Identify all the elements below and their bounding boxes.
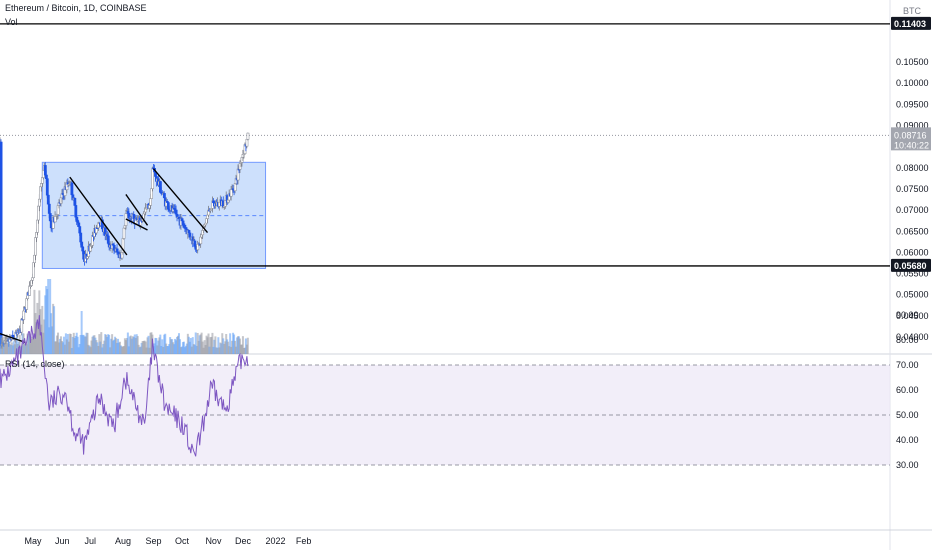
volume-bar bbox=[178, 339, 181, 354]
rsi-tick-label: 70.00 bbox=[896, 360, 919, 370]
candle-body[interactable] bbox=[229, 189, 233, 197]
price-tick-label: 0.10000 bbox=[896, 78, 929, 88]
support-tag-bg bbox=[891, 258, 931, 272]
volume-bar bbox=[161, 339, 164, 354]
volume-bar bbox=[41, 305, 44, 354]
price-tick-label: 0.06000 bbox=[896, 247, 929, 257]
price-tick-label: 0.04000 bbox=[896, 332, 929, 342]
resistance-tag: 0.11403 bbox=[894, 19, 926, 29]
volume-bar bbox=[211, 332, 214, 354]
volume-bar bbox=[159, 334, 162, 354]
time-tick-label: May bbox=[24, 536, 42, 546]
rsi-tick-label: 80.00 bbox=[896, 335, 919, 345]
candle-body[interactable] bbox=[0, 141, 3, 346]
rsi-line[interactable] bbox=[0, 315, 249, 457]
time-tick-label: Jun bbox=[55, 536, 70, 546]
time-tick-label: Sep bbox=[145, 536, 161, 546]
rsi-label[interactable]: RSI (14, close) bbox=[5, 359, 65, 369]
last-price-tag: 0.08716 bbox=[894, 130, 927, 140]
volume-bar bbox=[108, 334, 111, 354]
candle-body[interactable] bbox=[74, 205, 78, 218]
volume-bar bbox=[100, 332, 103, 354]
countdown-label: 10:40:22 bbox=[894, 140, 929, 150]
volume-bar bbox=[147, 335, 150, 354]
price-tick-label: 0.07500 bbox=[896, 184, 929, 194]
candle-body[interactable] bbox=[45, 178, 49, 196]
volume-bar bbox=[217, 337, 220, 354]
volume-bar bbox=[246, 337, 249, 354]
candle-body[interactable] bbox=[193, 240, 197, 247]
trendline-4[interactable] bbox=[152, 168, 209, 233]
last-price-tag-bg bbox=[891, 127, 931, 151]
time-tick-label: Aug bbox=[115, 536, 131, 546]
rsi-tick-label: 30.00 bbox=[896, 460, 919, 470]
time-tick-label: 2022 bbox=[265, 536, 285, 546]
price-tick-label: 0.05500 bbox=[896, 269, 929, 279]
volume-bar bbox=[214, 336, 217, 354]
time-tick-label: Jul bbox=[84, 536, 96, 546]
volume-bar bbox=[194, 332, 197, 354]
time-tick-label: Nov bbox=[205, 536, 222, 546]
volume-label: Vol bbox=[5, 17, 18, 27]
volume-bar bbox=[53, 306, 56, 354]
trendline-3[interactable] bbox=[125, 218, 148, 231]
volume-bar bbox=[69, 333, 72, 354]
candle-body[interactable] bbox=[53, 216, 57, 223]
rsi-tick-label: 50.00 bbox=[896, 410, 919, 420]
volume-bar bbox=[189, 338, 192, 354]
price-tick-label: 0.09500 bbox=[896, 99, 929, 109]
trendline-5[interactable] bbox=[0, 332, 26, 344]
price-tick-label: 0.09000 bbox=[896, 121, 929, 131]
volume-bar bbox=[207, 333, 210, 354]
volume-bar bbox=[229, 333, 232, 354]
volume-bar bbox=[126, 332, 129, 354]
candle-body[interactable] bbox=[22, 310, 26, 320]
price-tick-label: 0.08000 bbox=[896, 163, 929, 173]
rsi-tick-label: 90.00 bbox=[896, 310, 919, 320]
rsi-tick-label: 40.00 bbox=[896, 435, 919, 445]
resistance-tag-bg bbox=[891, 16, 931, 30]
price-tick-label: 0.07000 bbox=[896, 205, 929, 215]
time-tick-label: Dec bbox=[235, 536, 252, 546]
time-tick-label: Feb bbox=[296, 536, 312, 546]
price-tick-label: 0.06500 bbox=[896, 226, 929, 236]
candle-body[interactable] bbox=[246, 132, 250, 140]
volume-bar bbox=[80, 311, 83, 354]
time-tick-label: Oct bbox=[175, 536, 190, 546]
volume-bar bbox=[18, 334, 21, 354]
symbol-title[interactable]: Ethereum / Bitcoin, 1D, COINBASE bbox=[5, 3, 147, 13]
currency-label: BTC bbox=[903, 6, 921, 16]
volume-bar bbox=[86, 332, 89, 354]
candle-body[interactable] bbox=[188, 232, 192, 238]
candle-body[interactable] bbox=[122, 227, 126, 239]
price-tick-label: 0.04500 bbox=[896, 311, 929, 321]
candle-body[interactable] bbox=[149, 198, 152, 206]
price-tick-label: 0.10500 bbox=[896, 57, 929, 67]
candle-body[interactable] bbox=[20, 318, 24, 333]
volume-bar bbox=[47, 279, 50, 354]
support-tag: 0.05680 bbox=[894, 261, 927, 271]
price-tick-label: 0.05000 bbox=[896, 290, 929, 300]
volume-bar bbox=[76, 336, 79, 354]
trendline-2[interactable] bbox=[125, 194, 149, 226]
volume-bar bbox=[241, 336, 244, 354]
rsi-tick-label: 60.00 bbox=[896, 385, 919, 395]
trendline-1[interactable] bbox=[69, 176, 128, 256]
